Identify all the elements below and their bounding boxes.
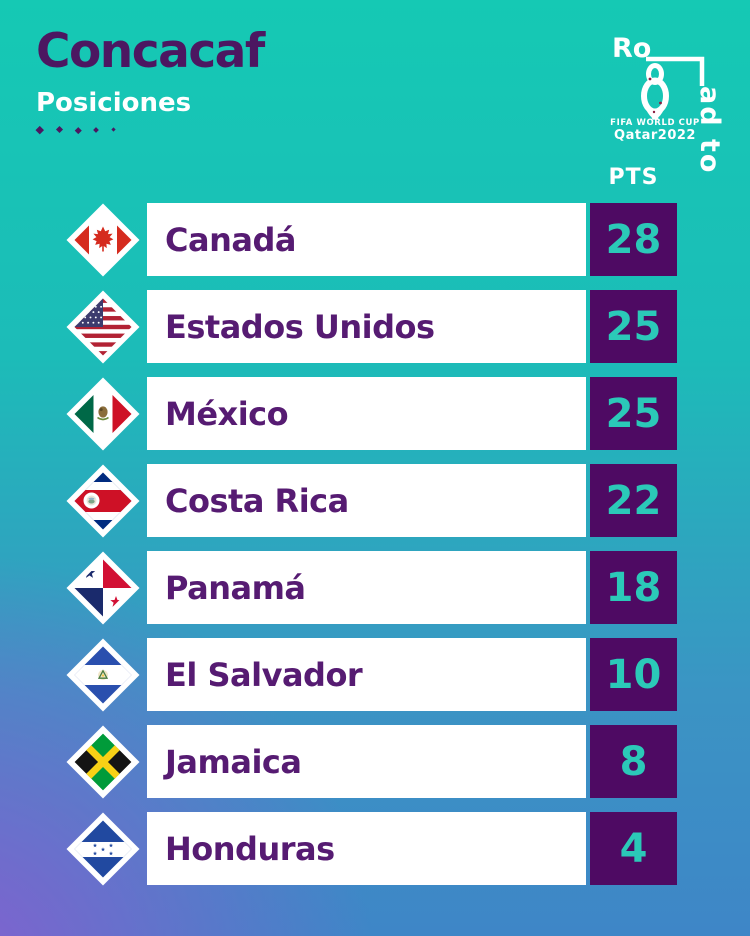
diamond-dot-icon [93, 126, 99, 133]
points-box: 28 [590, 203, 677, 276]
team-name: Canadá [165, 220, 296, 259]
points-value: 22 [605, 477, 662, 524]
team-row-bar: El Salvador [147, 638, 586, 711]
points-value: 25 [605, 303, 662, 350]
road-line-icon [646, 56, 705, 86]
team-name: Honduras [165, 829, 335, 868]
points-value: 4 [619, 825, 648, 872]
panama-flag-icon [66, 551, 140, 625]
diamond-dot-icon [111, 127, 116, 132]
table-row: Canadá 28 [0, 203, 750, 277]
team-row-bar: Costa Rica [147, 464, 586, 537]
honduras-flag-icon [66, 812, 140, 886]
page-subtitle: Posiciones [36, 88, 192, 118]
table-row: México 25 [0, 377, 750, 451]
canada-flag-icon [66, 203, 140, 277]
road-to-text-prefix: Ro [612, 33, 652, 64]
qatar-2022-emblem-icon [641, 63, 669, 120]
el-salvador-flag-icon [66, 638, 140, 712]
points-value: 28 [605, 216, 662, 263]
team-row-bar: Jamaica [147, 725, 586, 798]
diamond-dot-icon [74, 126, 81, 133]
diamond-dot-icon [55, 126, 63, 134]
road-to-text-suffix: ad to [694, 86, 725, 175]
points-box: 25 [590, 290, 677, 363]
points-box: 4 [590, 812, 677, 885]
points-value: 8 [619, 738, 648, 785]
team-row-bar: Panamá [147, 551, 586, 624]
usa-flag-icon [66, 290, 140, 364]
points-column-header: PTS [608, 165, 659, 190]
team-name: El Salvador [165, 655, 363, 694]
table-row: Panamá 18 [0, 551, 750, 625]
fifa-world-cup-label: FIFA WORLD CUP [610, 118, 700, 128]
page-title: Concacaf [36, 24, 265, 79]
team-name: Panamá [165, 568, 306, 607]
diamond-dot-icon [35, 125, 44, 134]
standings-table: Canadá 28 Estados Unidos 25 México 25 [0, 203, 750, 899]
points-value: 10 [605, 651, 662, 698]
team-row-bar: Honduras [147, 812, 586, 885]
jamaica-flag-icon [66, 725, 140, 799]
team-row-bar: Estados Unidos [147, 290, 586, 363]
table-row: Jamaica 8 [0, 725, 750, 799]
points-box: 10 [590, 638, 677, 711]
table-row: El Salvador 10 [0, 638, 750, 712]
team-row-bar: Canadá [147, 203, 586, 276]
points-box: 25 [590, 377, 677, 450]
points-value: 25 [605, 390, 662, 437]
costa-rica-flag-icon [66, 464, 140, 538]
points-box: 18 [590, 551, 677, 624]
table-row: Estados Unidos 25 [0, 290, 750, 364]
team-name: México [165, 394, 289, 433]
team-name: Estados Unidos [165, 307, 435, 346]
points-value: 18 [605, 564, 662, 611]
points-box: 8 [590, 725, 677, 798]
team-name: Costa Rica [165, 481, 349, 520]
table-row: Costa Rica 22 [0, 464, 750, 538]
points-box: 22 [590, 464, 677, 537]
mexico-flag-icon [66, 377, 140, 451]
qatar-2022-wordmark: Qatar2022 [614, 128, 696, 143]
decorative-diamond-dots [35, 125, 129, 134]
table-row: Honduras 4 [0, 812, 750, 886]
team-row-bar: México [147, 377, 586, 450]
team-name: Jamaica [165, 742, 302, 781]
